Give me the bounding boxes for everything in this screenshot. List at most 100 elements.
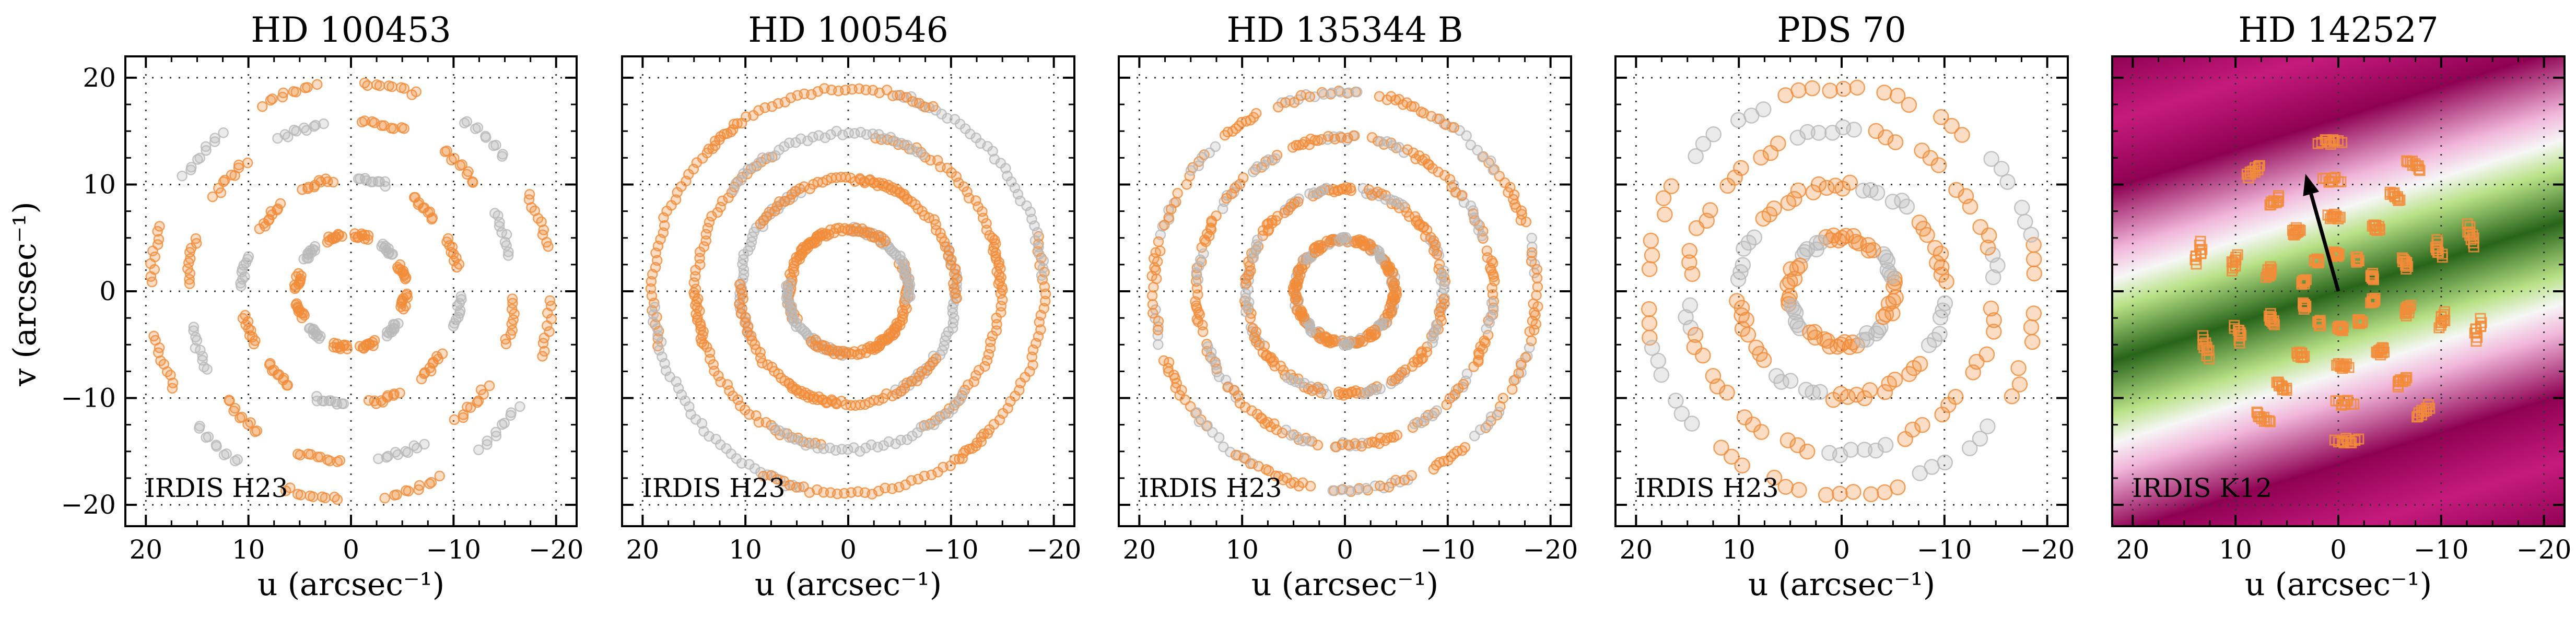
uv-point xyxy=(970,370,981,381)
uv-point xyxy=(1343,87,1354,98)
direction-arrow-head xyxy=(2303,174,2320,196)
instrument-label: IRDIS H23 xyxy=(145,473,288,503)
uv-point xyxy=(2196,244,2208,255)
uv-point xyxy=(263,215,274,226)
uv-point xyxy=(210,440,222,450)
grid-lines xyxy=(125,56,577,526)
uv-point xyxy=(145,258,156,269)
uv-point xyxy=(1342,235,1354,247)
uv-point xyxy=(1289,97,1299,108)
uv-point xyxy=(1818,487,1834,503)
uv-point xyxy=(509,308,520,319)
uv-point xyxy=(1222,382,1233,393)
uv-point xyxy=(2330,210,2341,222)
uv-point xyxy=(1650,352,1667,369)
uv-point xyxy=(1863,486,1879,503)
uv-point xyxy=(987,146,998,157)
uv-points xyxy=(2189,134,2487,448)
uv-point xyxy=(240,257,252,268)
uv-point xyxy=(970,195,981,206)
x-tick-label: −20 xyxy=(2020,535,2075,565)
uv-point xyxy=(1962,198,1978,215)
uv-point xyxy=(1312,135,1324,146)
uv-point xyxy=(499,418,510,429)
uv-point xyxy=(332,494,343,505)
uv-point xyxy=(473,444,484,456)
uv-point xyxy=(185,243,197,254)
uv-point xyxy=(500,338,512,350)
uv-point xyxy=(2345,398,2357,410)
uv-point xyxy=(465,402,476,413)
y-tick-label: 20 xyxy=(83,63,116,93)
uv-point xyxy=(1789,260,1806,276)
uv-point xyxy=(363,395,374,406)
uv-point xyxy=(1238,172,1249,183)
uv-point xyxy=(1304,91,1316,102)
uv-point xyxy=(1288,287,1299,298)
uv-point xyxy=(546,313,557,325)
uv-point xyxy=(1383,481,1395,493)
uv-point xyxy=(1485,155,1496,167)
uv-point xyxy=(1280,97,1291,108)
uv-point xyxy=(1770,135,1786,152)
uv-point xyxy=(734,400,746,412)
uv-point xyxy=(1705,126,1722,143)
uv-point xyxy=(497,151,508,162)
uv-point xyxy=(1226,188,1237,199)
uv-point xyxy=(1481,323,1492,335)
uv-point xyxy=(2265,267,2276,278)
uv-point xyxy=(734,279,745,290)
uv-point xyxy=(243,251,254,262)
y-tick-label: 10 xyxy=(83,169,116,199)
uv-point xyxy=(1431,248,1443,260)
uv-point xyxy=(1779,432,1796,448)
instrument-label: IRDIS K12 xyxy=(2132,473,2272,503)
uv-point xyxy=(1983,300,1999,317)
uv-point xyxy=(1336,484,1347,495)
uv-point xyxy=(1205,347,1217,358)
uv-point xyxy=(359,77,370,89)
uv-point xyxy=(400,274,411,284)
uv-point xyxy=(2274,380,2285,391)
uv-point xyxy=(295,489,307,501)
uv-point xyxy=(1879,253,1896,269)
uv-point xyxy=(2013,199,2030,216)
uv-point xyxy=(729,118,740,129)
uv-point xyxy=(1418,221,1430,232)
panel-title: HD 142527 xyxy=(2238,10,2438,50)
uv-point xyxy=(1821,445,1837,461)
uv-point xyxy=(2234,327,2246,339)
uv-point xyxy=(1829,338,1846,355)
uv-point xyxy=(1729,293,1745,309)
y-tick-label: 0 xyxy=(99,276,116,306)
uv-point xyxy=(1488,164,1498,175)
uv-point xyxy=(2353,255,2364,266)
uv-point xyxy=(2329,248,2341,260)
uv-point xyxy=(398,303,409,315)
uv-point xyxy=(2298,300,2309,312)
uv-point xyxy=(1877,436,1894,453)
uv-point xyxy=(391,489,402,501)
uv-point xyxy=(145,271,157,282)
uv-point xyxy=(2468,232,2479,244)
uv-point xyxy=(1746,229,1763,246)
uv-point xyxy=(1385,432,1397,443)
x-tick-label: 20 xyxy=(1620,535,1653,565)
uv-point xyxy=(647,316,659,327)
uv-point xyxy=(1878,129,1894,146)
uv-point xyxy=(265,94,276,106)
uv-point xyxy=(1822,82,1838,99)
uv-point xyxy=(1386,375,1398,386)
uv-point xyxy=(1292,196,1304,207)
uv-point xyxy=(161,366,173,377)
uv-point xyxy=(985,343,996,354)
uv-point xyxy=(1901,366,1917,382)
uv-point xyxy=(1530,318,1542,329)
uv-point xyxy=(2331,247,2343,259)
uv-point xyxy=(229,455,241,467)
uv-point xyxy=(2293,224,2305,235)
uv-point xyxy=(2435,317,2446,328)
uv-point xyxy=(1473,224,1484,236)
uv-point xyxy=(2004,388,2020,405)
uv-point xyxy=(154,342,165,353)
